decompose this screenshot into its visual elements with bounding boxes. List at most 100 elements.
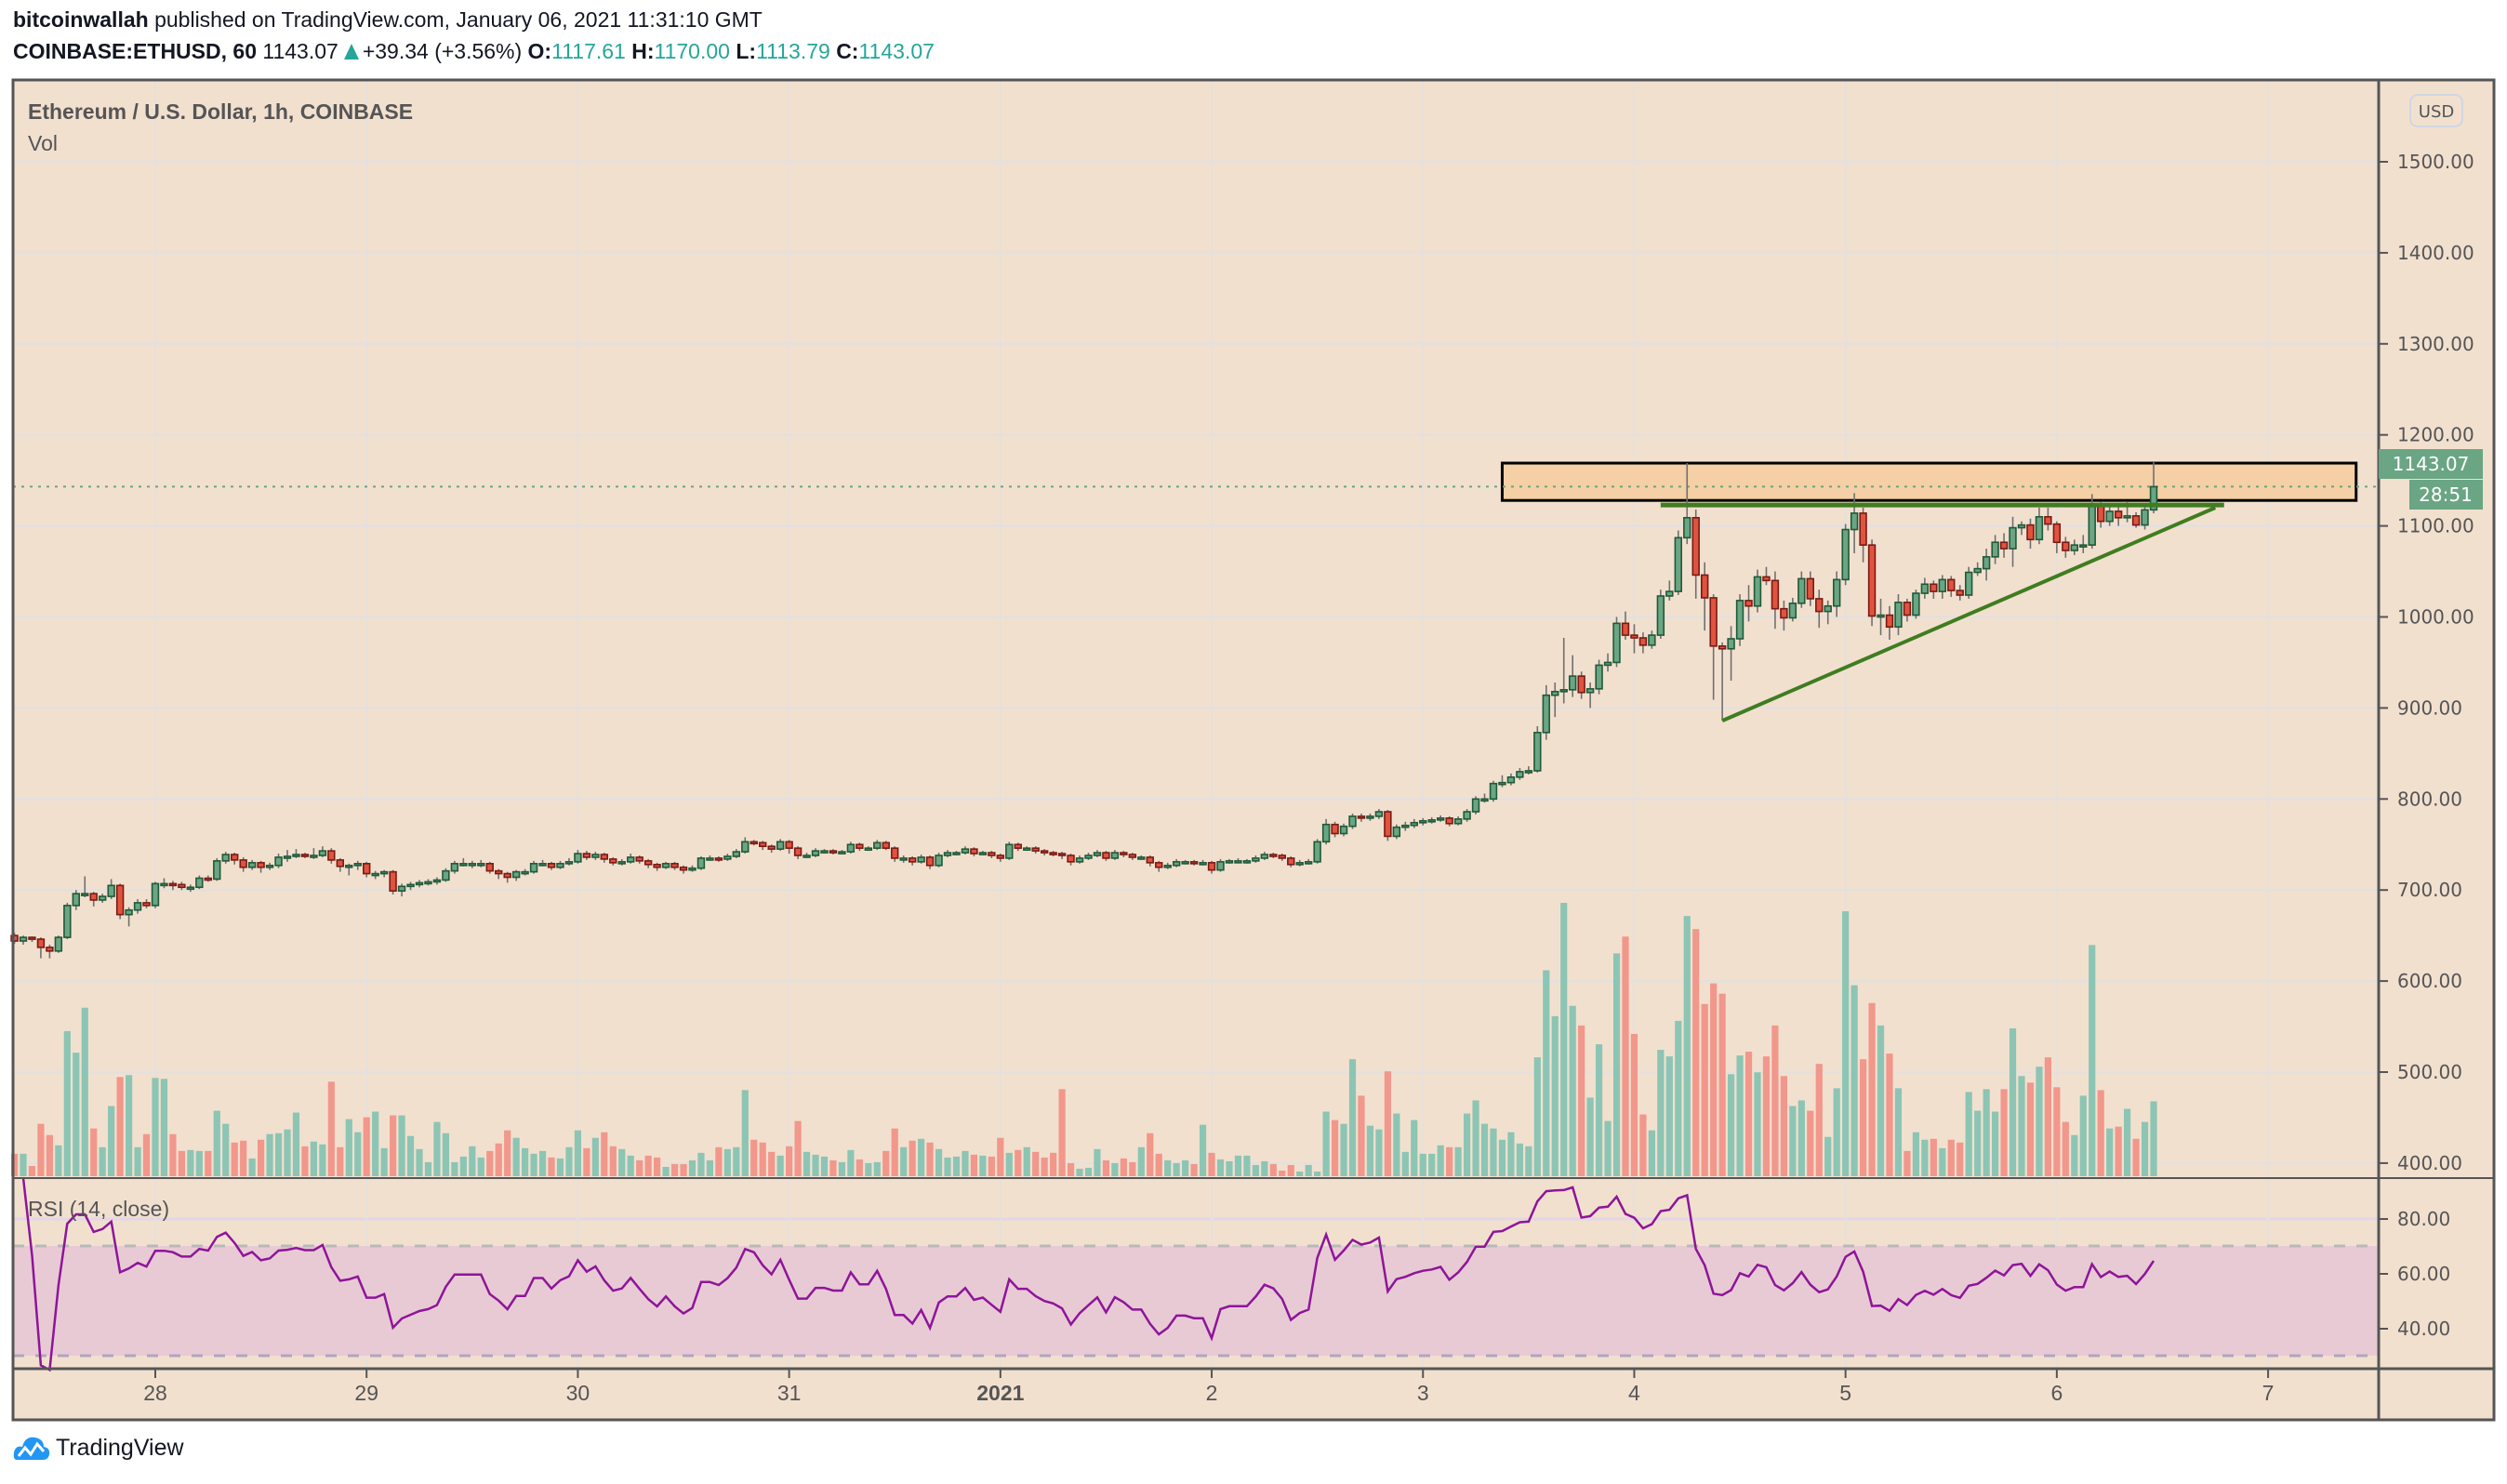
volume-bar xyxy=(812,1154,819,1176)
candle xyxy=(1445,815,1453,827)
candle xyxy=(1110,850,1120,860)
candle xyxy=(415,880,424,888)
countdown-badge xyxy=(2409,480,2483,510)
candle xyxy=(98,894,107,903)
volume-legend[interactable]: Vol xyxy=(28,131,58,155)
volume-bar xyxy=(1428,1153,1436,1176)
currency-label[interactable]: USD xyxy=(2419,102,2454,122)
volume-bar xyxy=(935,1148,943,1176)
volume-bar xyxy=(891,1128,898,1176)
volume-bar xyxy=(380,1147,388,1176)
candle xyxy=(1410,818,1418,828)
candle-body xyxy=(521,870,529,875)
volume-bar xyxy=(1490,1128,1497,1176)
volume-bar xyxy=(873,1161,881,1176)
series-legend-title[interactable]: Ethereum / U.S. Dollar, 1h, COINBASE xyxy=(28,99,413,124)
candle xyxy=(1084,853,1093,860)
candle-body xyxy=(1339,825,1348,835)
rsi-axis[interactable]: 80.00 60.00 40.00 xyxy=(2379,1208,2450,1340)
candle-body xyxy=(1269,854,1278,857)
candle-body xyxy=(265,864,274,868)
volume-bar xyxy=(1710,983,1718,1176)
time-tick-label: 5 xyxy=(1839,1381,1851,1405)
volume-bar xyxy=(1965,1092,1972,1176)
candle-body xyxy=(1762,576,1771,582)
ascending-trendline[interactable] xyxy=(1721,506,2217,722)
candle xyxy=(1506,773,1516,786)
candle xyxy=(2131,511,2141,528)
volume-bar xyxy=(1243,1155,1251,1176)
candle xyxy=(1727,626,1735,682)
volume-bar xyxy=(522,1147,529,1176)
candle xyxy=(1031,846,1040,855)
volume-bar xyxy=(1005,1152,1013,1176)
candle xyxy=(2062,537,2070,558)
candle xyxy=(1023,846,1031,852)
volume-bar xyxy=(1533,1057,1541,1176)
candle xyxy=(1075,855,1084,864)
price-change: +39.34 (+3.56%) xyxy=(362,39,523,63)
candle-body xyxy=(1146,856,1154,864)
candle xyxy=(635,855,643,864)
candle-body xyxy=(846,843,856,853)
time-axis[interactable]: 28 29 30 31 2021 2 3 4 5 6 7 xyxy=(143,1369,2274,1405)
volume-bar xyxy=(574,1130,582,1176)
volume-bar xyxy=(486,1150,494,1176)
candle xyxy=(1762,566,1771,586)
candle-body xyxy=(643,860,653,866)
volume-bar xyxy=(1348,1059,1357,1176)
volume-bar xyxy=(1094,1148,1101,1176)
candle-body xyxy=(485,863,494,872)
volume-bar xyxy=(1612,953,1621,1176)
tradingview-logo[interactable]: TradingView xyxy=(13,1434,184,1462)
candle-body xyxy=(1023,847,1031,851)
candle-body xyxy=(1357,815,1366,819)
volume-bar xyxy=(433,1121,441,1176)
candle-body xyxy=(1595,664,1603,690)
candle-body xyxy=(670,863,679,868)
candle-body xyxy=(1638,637,1648,646)
volume-bar xyxy=(944,1157,951,1176)
rsi-legend[interactable]: RSI (14, close) xyxy=(28,1197,169,1221)
volume-bar xyxy=(2018,1076,2025,1176)
time-tick-label: 4 xyxy=(1628,1381,1640,1405)
candle-body xyxy=(1419,819,1427,824)
candle xyxy=(864,846,873,852)
candle xyxy=(204,875,213,882)
volume-bar xyxy=(1683,916,1691,1176)
candle-body xyxy=(1181,861,1189,865)
price-axis[interactable]: 1500.00 1400.00 1300.00 1200.00 1100.00 1000.… xyxy=(2379,151,2474,1174)
candle-body xyxy=(283,855,292,859)
candle xyxy=(178,881,186,891)
candle xyxy=(442,868,450,882)
volume-bar xyxy=(108,1106,115,1176)
author-name[interactable]: bitcoinwallah xyxy=(13,7,149,32)
volume-bar xyxy=(222,1123,230,1176)
currency-button-frame[interactable] xyxy=(2409,94,2463,127)
price-tick-label: 1200.00 xyxy=(2397,424,2474,446)
volume-bar xyxy=(1261,1160,1268,1176)
candle xyxy=(1991,535,1999,564)
candle xyxy=(503,871,511,883)
candle-body xyxy=(1859,512,1867,546)
candle-body xyxy=(961,848,970,854)
candle xyxy=(1903,598,1912,622)
resistance-zone[interactable] xyxy=(1500,461,2358,502)
candle-body xyxy=(1930,583,1938,592)
candle-body xyxy=(617,861,626,865)
candle-body xyxy=(353,863,362,867)
currency-button[interactable]: USD xyxy=(2409,94,2463,127)
candle xyxy=(1648,630,1656,649)
candle-body xyxy=(1189,861,1199,865)
candle-body xyxy=(679,866,688,871)
candle-body xyxy=(1603,661,1612,667)
candle xyxy=(1384,810,1392,841)
candle xyxy=(72,890,80,910)
candle xyxy=(1815,590,1824,629)
volume-bar xyxy=(1578,1025,1585,1176)
volume-bar xyxy=(997,1137,1004,1176)
high-value: 1170.00 xyxy=(654,39,730,63)
candle xyxy=(1771,571,1780,629)
volume-bar xyxy=(195,1150,203,1176)
